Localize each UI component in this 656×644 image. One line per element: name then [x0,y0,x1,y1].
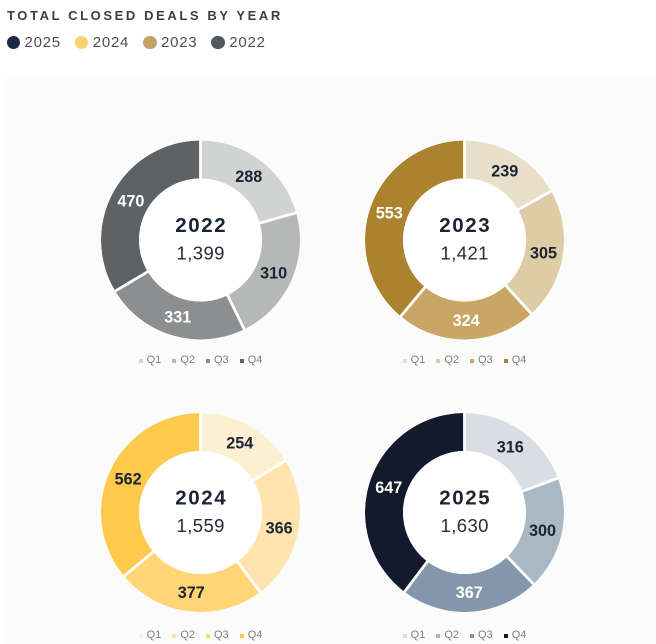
svg-text:316: 316 [497,439,524,457]
svg-text:647: 647 [375,479,402,497]
svg-text:553: 553 [376,205,403,223]
svg-text:367: 367 [456,584,483,602]
svg-text:2023: 2023 [439,214,491,237]
svg-text:1,421: 1,421 [441,243,489,264]
svg-text:288: 288 [235,168,262,186]
svg-text:324: 324 [453,312,480,330]
svg-text:254: 254 [226,435,253,453]
svg-text:1,559: 1,559 [177,515,225,536]
svg-text:305: 305 [530,245,557,263]
svg-text:377: 377 [178,584,205,602]
svg-text:2024: 2024 [175,486,227,509]
svg-text:366: 366 [266,519,293,537]
svg-text:1,630: 1,630 [441,515,489,536]
svg-text:1,399: 1,399 [177,243,225,264]
svg-text:331: 331 [164,309,191,327]
svg-text:239: 239 [491,163,518,181]
svg-text:310: 310 [260,264,287,282]
svg-text:300: 300 [529,522,556,540]
svg-text:470: 470 [117,192,144,210]
svg-text:2025: 2025 [439,486,491,509]
svg-text:2022: 2022 [175,214,227,237]
svg-text:562: 562 [115,470,142,488]
